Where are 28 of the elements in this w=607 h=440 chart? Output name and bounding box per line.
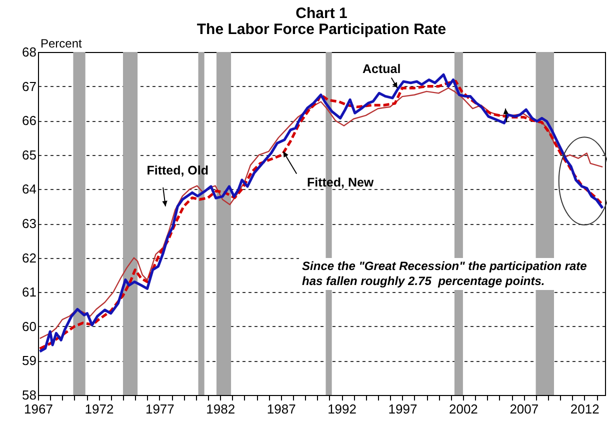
y-tick-label: 68 (22, 44, 36, 60)
y-tick-label: 65 (22, 147, 36, 162)
y-tick-label: 63 (22, 216, 36, 231)
x-tick-label: 1982 (206, 402, 236, 416)
y-tick-label: 61 (22, 284, 36, 300)
y-tick-label: 59 (22, 353, 36, 368)
chart-subtitle: The Labor Force Participation Rate (196, 21, 446, 38)
y-tick-label: 62 (22, 250, 36, 266)
annotation: Since the "Great Recession" the participation rate has fallen roughly 2.75 percentage points. (299, 258, 606, 290)
x-tick-label: 1987 (266, 402, 296, 416)
y-tick-label: 67 (22, 78, 36, 94)
x-tick-label: 1977 (145, 402, 174, 416)
x-tick-label: 1997 (388, 402, 418, 416)
x-tick-label: 1992 (328, 402, 356, 416)
series-label: Fitted, Old (146, 163, 209, 178)
y-tick-label: 58 (22, 388, 36, 402)
y-tick-label: 64 (22, 182, 36, 197)
x-tick-label: 1972 (84, 402, 114, 416)
y-tick-label: 66 (22, 113, 36, 128)
x-tick-label: 1967 (24, 402, 53, 416)
x-tick-label: 2012 (570, 402, 600, 416)
y-tick-label: 60 (22, 318, 36, 334)
x-tick-label: 2007 (510, 402, 539, 416)
chart-title: Chart 1 (296, 5, 348, 22)
series-label: Actual (362, 62, 401, 76)
text: Fitted, New (306, 175, 374, 190)
y-axis-title: Percent (40, 36, 83, 50)
x-tick-label: 2002 (448, 402, 478, 416)
